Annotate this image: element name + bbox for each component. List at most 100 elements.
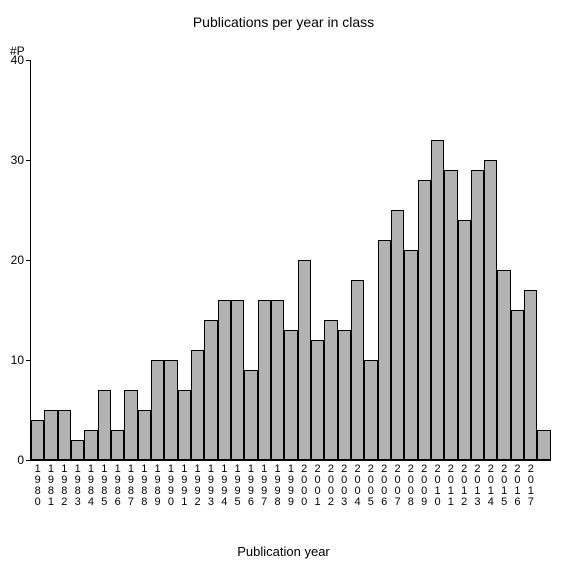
bar-slot: 1986 [111,60,124,460]
bar-slot: 2014 [484,60,497,460]
bar-slot: 2011 [444,60,457,460]
plot-area: 1980198119821983198419851986198719881989… [30,60,551,461]
bar [404,250,417,460]
bar-slot: 2015 [497,60,510,460]
bar [497,270,510,460]
bar [311,340,324,460]
x-tick-label: 2013 [472,464,483,508]
x-tick-label: 1994 [219,464,230,508]
x-tick-label: 1991 [179,464,190,508]
bar-slot: 1980 [31,60,44,460]
bar-slot: 2007 [391,60,404,460]
x-tick-label: 2007 [392,464,403,508]
x-tick-label: 1997 [259,464,270,508]
x-tick-label: 2006 [379,464,390,508]
bar [537,430,550,460]
bar [84,430,97,460]
x-tick-label: 1995 [232,464,243,508]
x-tick-label: 2002 [325,464,336,508]
bars-group: 1980198119821983198419851986198719881989… [31,60,551,460]
y-tick [26,360,31,361]
bar [191,350,204,460]
x-tick-label: 1986 [112,464,123,508]
bar-slot: 2010 [431,60,444,460]
x-tick-label: 1996 [245,464,256,508]
x-tick-label: 2008 [405,464,416,508]
bar-slot: 1999 [284,60,297,460]
bar [178,390,191,460]
bar-slot: 1995 [231,60,244,460]
x-tick-label: 2000 [299,464,310,508]
bar-slot: 2004 [351,60,364,460]
bar-slot: 1997 [258,60,271,460]
x-tick-label: 1988 [139,464,150,508]
x-tick-label: 1983 [72,464,83,508]
bar-slot: 2002 [324,60,337,460]
x-tick-label: 2015 [499,464,510,508]
bar [271,300,284,460]
bar-slot: 1984 [84,60,97,460]
y-tick-label: 40 [11,53,24,67]
x-tick-label: 2005 [365,464,376,508]
x-tick-label: 1992 [192,464,203,508]
bar-slot: 2009 [418,60,431,460]
y-tick-label: 30 [11,153,24,167]
x-tick-label: 2014 [485,464,496,508]
bar-slot: 1982 [58,60,71,460]
bar [298,260,311,460]
bar-slot: 1996 [244,60,257,460]
x-tick-label: 1982 [59,464,70,508]
bar [71,440,84,460]
bar-slot: 1993 [204,60,217,460]
x-axis-label: Publication year [0,544,567,559]
bar [471,170,484,460]
x-tick-label: 2009 [419,464,430,508]
bar [98,390,111,460]
bar [204,320,217,460]
bar-slot [537,60,550,460]
bar-slot: 1994 [218,60,231,460]
bar [378,240,391,460]
x-tick-label: 2001 [312,464,323,508]
bar-slot: 1998 [271,60,284,460]
bar [111,430,124,460]
bar-slot: 1992 [191,60,204,460]
x-tick-label: 2011 [445,464,456,508]
bar-slot: 1989 [151,60,164,460]
bar-slot: 2013 [471,60,484,460]
x-tick-label: 1989 [152,464,163,508]
bar-slot: 2000 [298,60,311,460]
bar [164,360,177,460]
bar [138,410,151,460]
bar-slot: 1983 [71,60,84,460]
x-tick-label: 1984 [85,464,96,508]
y-tick [26,60,31,61]
bar [418,180,431,460]
bar-slot: 1990 [164,60,177,460]
x-tick-label: 1993 [205,464,216,508]
chart-title: Publications per year in class [0,14,567,30]
y-tick [26,260,31,261]
y-tick [26,160,31,161]
x-tick-label: 1998 [272,464,283,508]
bar-slot: 2001 [311,60,324,460]
x-tick-label: 1990 [165,464,176,508]
x-tick-label: 2010 [432,464,443,508]
x-tick-label: 2004 [352,464,363,508]
bar [511,310,524,460]
bar [258,300,271,460]
bar [364,360,377,460]
x-tick-label: 1987 [125,464,136,508]
x-tick-label: 1985 [99,464,110,508]
y-tick-label: 10 [11,353,24,367]
bar [484,160,497,460]
bar-slot: 2012 [458,60,471,460]
bar [431,140,444,460]
y-tick [26,460,31,461]
bar [31,420,44,460]
x-tick-label: 2017 [525,464,536,508]
bar [244,370,257,460]
bar [284,330,297,460]
bar [324,320,337,460]
bar [351,280,364,460]
